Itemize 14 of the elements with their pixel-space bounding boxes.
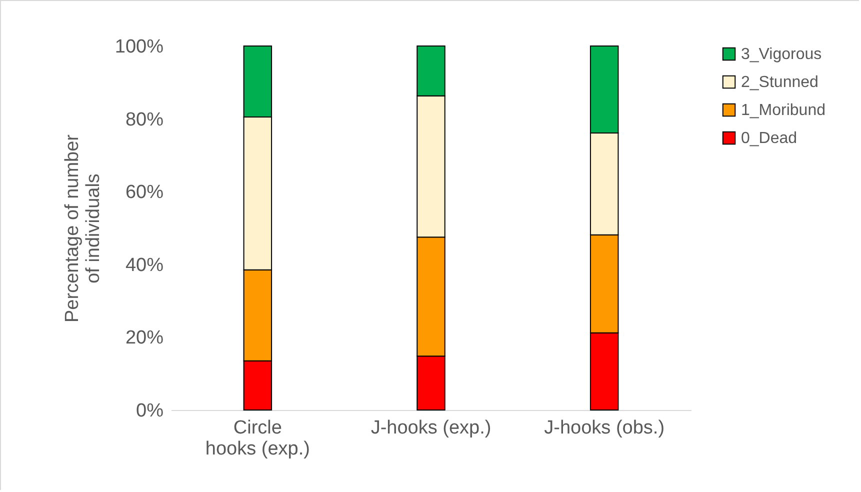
y-tick-label: 60% (125, 182, 164, 204)
y-tick-label: 20% (125, 328, 164, 349)
y-axis-title: Percentage of number of individuals (62, 134, 104, 323)
legend-label: 3_Vigorous (741, 46, 822, 63)
legend-label: 0_Dead (741, 130, 798, 147)
y-tick-label: 40% (125, 254, 164, 276)
x-tick-label: J-hooks (obs.) (544, 418, 665, 438)
legend-label: 2_Stunned (741, 74, 818, 91)
y-tick-label: 100% (114, 36, 164, 58)
x-tick-label: J-hooks (exp.) (370, 418, 492, 438)
y-tick-label: 80% (125, 109, 164, 130)
x-tick-label: Circle hooks (exp.) (205, 418, 310, 460)
legend-label: 1_Moribund (741, 102, 826, 119)
y-tick-label: 0% (136, 400, 164, 422)
